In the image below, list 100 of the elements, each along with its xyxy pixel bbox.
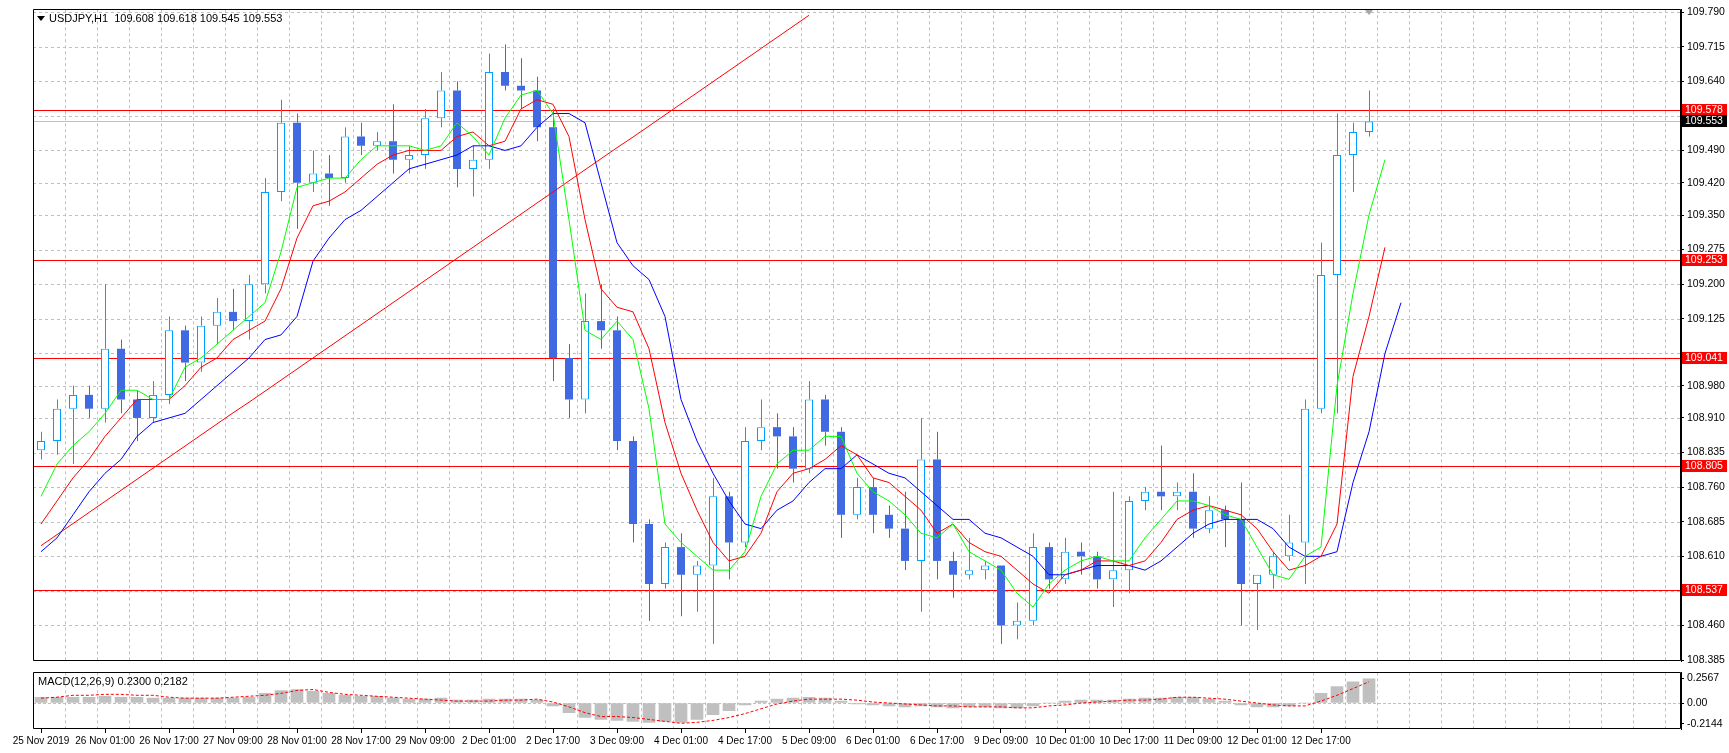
candlestick <box>405 145 413 174</box>
y-tick-label: 109.350 <box>1687 207 1726 220</box>
x-tick-label: 6 Dec 01:00 <box>846 734 901 746</box>
y-tick-label: 109.640 <box>1687 74 1726 87</box>
x-tick-label: 5 Dec 09:00 <box>782 734 837 746</box>
candlestick <box>261 177 269 294</box>
candlestick <box>1045 541 1053 590</box>
x-tick-label: 10 Dec 17:00 <box>1099 734 1160 746</box>
candlestick <box>741 426 749 548</box>
candlestick <box>613 315 621 451</box>
y-tick-label: 108.910 <box>1687 410 1726 423</box>
candlestick <box>1237 482 1245 626</box>
candlestick <box>1125 495 1133 594</box>
candlestick <box>1349 122 1357 193</box>
candlestick <box>101 283 109 424</box>
y-tick-label: -0.2144 <box>1687 716 1723 729</box>
y-tick-label: 109.420 <box>1687 175 1726 188</box>
y-tick-label: 109.790 <box>1687 4 1726 17</box>
candlestick <box>853 477 861 520</box>
candlestick <box>725 491 733 580</box>
x-tick-label: 28 Nov 01:00 <box>267 734 328 746</box>
candlestick <box>1317 242 1325 414</box>
candlestick <box>165 315 173 405</box>
candlestick <box>773 412 781 470</box>
x-tick-label: 2 Dec 01:00 <box>462 734 517 746</box>
candlestick <box>133 389 141 442</box>
x-tick-label: 26 Nov 17:00 <box>139 734 200 746</box>
candlestick <box>885 505 893 539</box>
candlestick <box>837 426 845 539</box>
x-tick-label: 4 Dec 17:00 <box>718 734 773 746</box>
candlestick <box>1333 113 1341 414</box>
x-tick-label: 12 Dec 01:00 <box>1227 734 1288 746</box>
x-tick-label: 10 Dec 01:00 <box>1035 734 1096 746</box>
ref-line-label: 108.537 <box>1685 583 1724 596</box>
candlestick <box>965 537 973 580</box>
x-tick-label: 26 Nov 01:00 <box>75 734 136 746</box>
y-tick-label: 108.460 <box>1687 618 1726 631</box>
x-tick-label: 3 Dec 09:00 <box>590 734 645 746</box>
x-tick-label: 2 Dec 17:00 <box>526 734 581 746</box>
y-tick-label: 109.715 <box>1687 39 1726 52</box>
y-tick-label: 108.610 <box>1687 549 1726 562</box>
ref-line-label: 108.805 <box>1685 459 1724 472</box>
candlestick <box>117 339 125 414</box>
candlestick <box>245 274 253 341</box>
x-tick-label: 4 Dec 01:00 <box>654 734 709 746</box>
candlestick <box>565 343 573 419</box>
candlestick <box>197 315 205 373</box>
candlestick <box>805 380 813 474</box>
y-tick-label: 0.2567 <box>1687 671 1720 684</box>
candlestick <box>53 398 61 456</box>
y-tick-label: 108.760 <box>1687 480 1726 493</box>
candlestick <box>1301 398 1309 585</box>
x-tick-label: 28 Nov 17:00 <box>331 734 392 746</box>
chart-title: MACD(12,26,9) 0.2300 0.2182 <box>38 675 188 688</box>
y-tick-label: 108.980 <box>1687 378 1726 391</box>
candlestick <box>373 131 381 151</box>
chart-title: USDJPY,H1 109.608 109.618 109.545 109.553 <box>49 12 283 25</box>
candlestick <box>677 532 685 617</box>
candlestick <box>181 325 189 382</box>
candlestick <box>149 380 157 424</box>
candlestick <box>501 43 509 91</box>
x-tick-label: 12 Dec 17:00 <box>1291 734 1352 746</box>
x-tick-label: 29 Nov 09:00 <box>395 734 456 746</box>
candlestick <box>437 71 445 128</box>
candlestick <box>421 108 429 170</box>
candlestick <box>293 113 301 230</box>
ref-line-label: 109.553 <box>1685 114 1724 127</box>
candlestick <box>325 154 333 207</box>
candlestick <box>1205 495 1213 534</box>
candlestick <box>341 126 349 184</box>
candlestick <box>645 518 653 622</box>
candlestick <box>1269 551 1277 590</box>
candlestick <box>949 551 957 599</box>
candlestick <box>1189 472 1197 539</box>
candlestick <box>901 491 909 571</box>
candlestick <box>69 385 77 465</box>
candlestick <box>213 297 221 345</box>
x-tick-label: 27 Nov 09:00 <box>203 734 264 746</box>
y-tick-label: 109.490 <box>1687 143 1726 156</box>
x-tick-label: 6 Dec 17:00 <box>910 734 965 746</box>
ref-line-label: 109.041 <box>1685 351 1724 364</box>
candlestick <box>629 435 637 543</box>
candlestick <box>661 541 669 590</box>
y-tick-label: 108.685 <box>1687 514 1726 527</box>
y-tick-label: 108.835 <box>1687 445 1726 458</box>
ref-line-label: 109.578 <box>1685 103 1724 116</box>
candlestick <box>709 477 717 645</box>
candlestick <box>357 122 365 156</box>
y-tick-label: 109.200 <box>1687 277 1726 290</box>
candlestick <box>869 477 877 534</box>
candlestick <box>789 426 797 484</box>
candlestick <box>597 283 605 350</box>
y-tick-label: 108.385 <box>1687 652 1726 665</box>
candlestick <box>821 394 829 447</box>
candlestick <box>917 417 925 613</box>
candlestick <box>485 53 493 170</box>
candlestick <box>549 108 557 382</box>
y-tick-label: 109.275 <box>1687 242 1726 255</box>
x-tick-label: 11 Dec 09:00 <box>1163 734 1223 746</box>
x-tick-label: 9 Dec 09:00 <box>974 734 1029 746</box>
